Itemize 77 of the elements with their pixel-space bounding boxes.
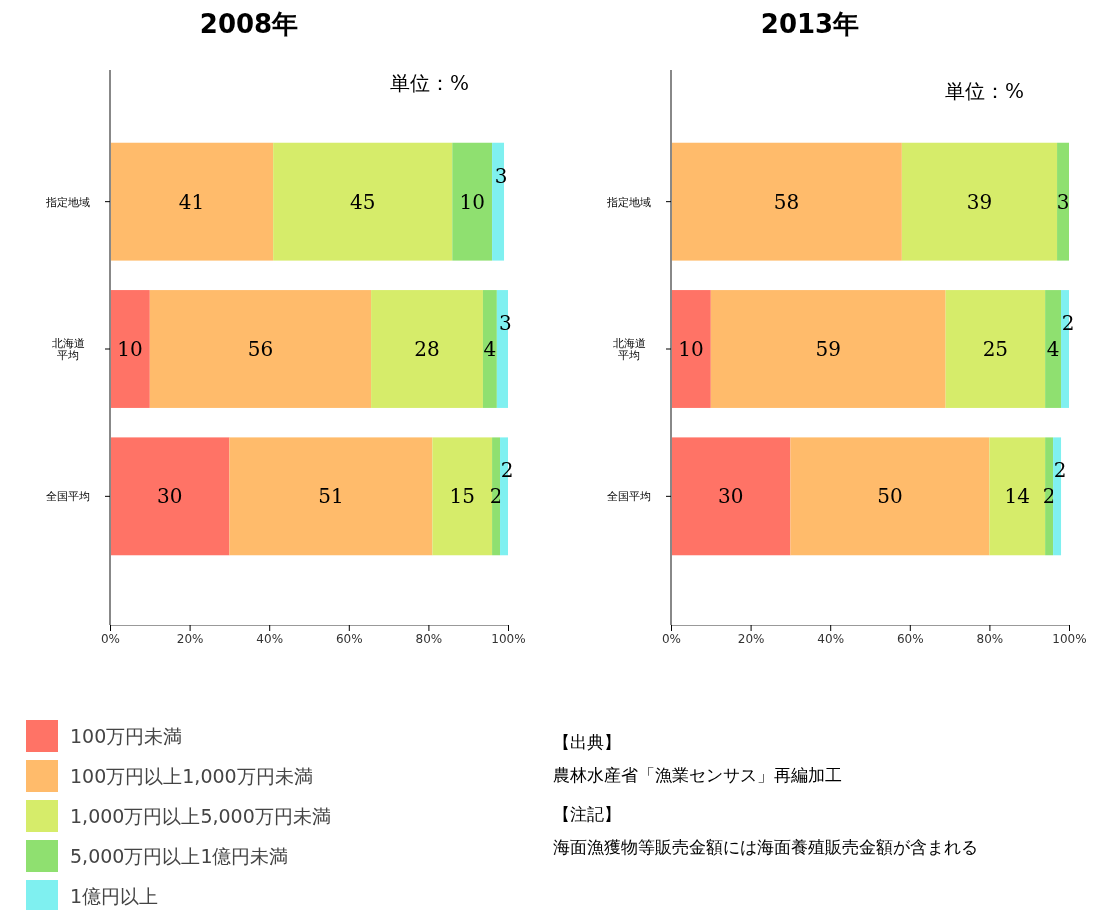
data-label: 10 xyxy=(117,337,143,361)
x-tick-label: 100% xyxy=(1052,631,1087,646)
x-tick-label: 0% xyxy=(100,631,121,646)
bar xyxy=(482,290,497,408)
legend-label: 100万円以上1,000万円未満 xyxy=(70,764,313,787)
x-tick-label: 80% xyxy=(415,631,443,646)
data-label: 3 xyxy=(494,163,508,188)
data-label: 58 xyxy=(773,189,800,214)
x-tick-label: 20% xyxy=(737,631,765,646)
data-label: 45 xyxy=(350,189,376,214)
bar xyxy=(1045,290,1062,408)
x-tick-label: 80% xyxy=(976,631,1004,646)
x-tick-label: 100% xyxy=(491,631,526,646)
data-label: 30 xyxy=(156,484,183,509)
data-label: 56 xyxy=(247,337,274,361)
annotation: 単位：% xyxy=(945,79,1025,103)
x-tick-label: 40% xyxy=(817,631,845,646)
annotation: 単位：% xyxy=(390,71,470,95)
data-label: 25 xyxy=(982,337,1009,361)
data-label: 10 xyxy=(678,337,704,361)
x-tick-label: 60% xyxy=(335,631,363,646)
bar xyxy=(432,437,493,556)
data-label: 39 xyxy=(966,189,993,214)
legend-label: 5,000万円以上1億円未満 xyxy=(70,844,289,867)
data-label: 30 xyxy=(717,484,744,509)
bar xyxy=(989,437,1046,556)
data-label: 2 xyxy=(1053,458,1067,483)
legend-label: 1億円以上 xyxy=(70,884,159,907)
data-label: 14 xyxy=(1004,484,1030,509)
bar xyxy=(901,142,1058,261)
bar xyxy=(671,290,711,408)
y-tick-label: 指定地域 xyxy=(45,195,90,209)
chart-title: 2008年 xyxy=(199,9,299,39)
bar xyxy=(110,290,150,408)
chart-title: 2013年 xyxy=(760,9,860,39)
legend-label: 1,000万円以上5,000万円未満 xyxy=(70,804,331,827)
bar xyxy=(229,437,433,556)
data-label: 2 xyxy=(1061,311,1075,335)
data-label: 3 xyxy=(1056,189,1070,214)
y-tick-label: 指定地域 xyxy=(606,195,651,209)
bar xyxy=(492,142,505,261)
text: 【出典】 xyxy=(553,732,621,752)
data-label: 28 xyxy=(414,337,440,361)
bar xyxy=(945,290,1046,408)
data-label: 4 xyxy=(1046,337,1060,361)
bar xyxy=(273,142,453,261)
data-label: 50 xyxy=(877,484,903,509)
bar xyxy=(671,142,902,261)
bar xyxy=(671,437,791,556)
bar xyxy=(149,290,372,408)
data-label: 41 xyxy=(178,189,205,214)
text: 農林水産省「漁業センサス」再編加工 xyxy=(553,765,842,785)
bar xyxy=(452,142,493,261)
data-label: 3 xyxy=(499,311,512,335)
legend-label: 100万円未満 xyxy=(70,724,183,747)
bar xyxy=(1057,142,1069,261)
data-label: 59 xyxy=(815,337,841,361)
data-label: 4 xyxy=(483,337,497,361)
bar xyxy=(790,437,990,556)
data-label: 15 xyxy=(449,484,475,509)
x-tick-label: 0% xyxy=(661,631,682,646)
x-tick-label: 60% xyxy=(896,631,924,646)
y-tick-label: 北海道平均 xyxy=(51,336,85,362)
x-tick-label: 20% xyxy=(176,631,204,646)
y-tick-label: 全国平均 xyxy=(46,490,90,504)
text: 【注記】 xyxy=(553,804,621,824)
data-label: 10 xyxy=(459,189,485,214)
x-tick-label: 40% xyxy=(256,631,284,646)
bar xyxy=(110,142,274,261)
text: 海面漁獲物等販売金額には海面養殖販売金額が含まれる xyxy=(553,837,978,857)
y-tick-label: 北海道平均 xyxy=(612,336,646,362)
bar xyxy=(710,290,946,408)
data-label: 51 xyxy=(318,484,344,509)
data-label: 2 xyxy=(500,458,514,483)
bar xyxy=(371,290,483,408)
y-tick-label: 全国平均 xyxy=(607,490,651,504)
bar xyxy=(110,437,230,556)
